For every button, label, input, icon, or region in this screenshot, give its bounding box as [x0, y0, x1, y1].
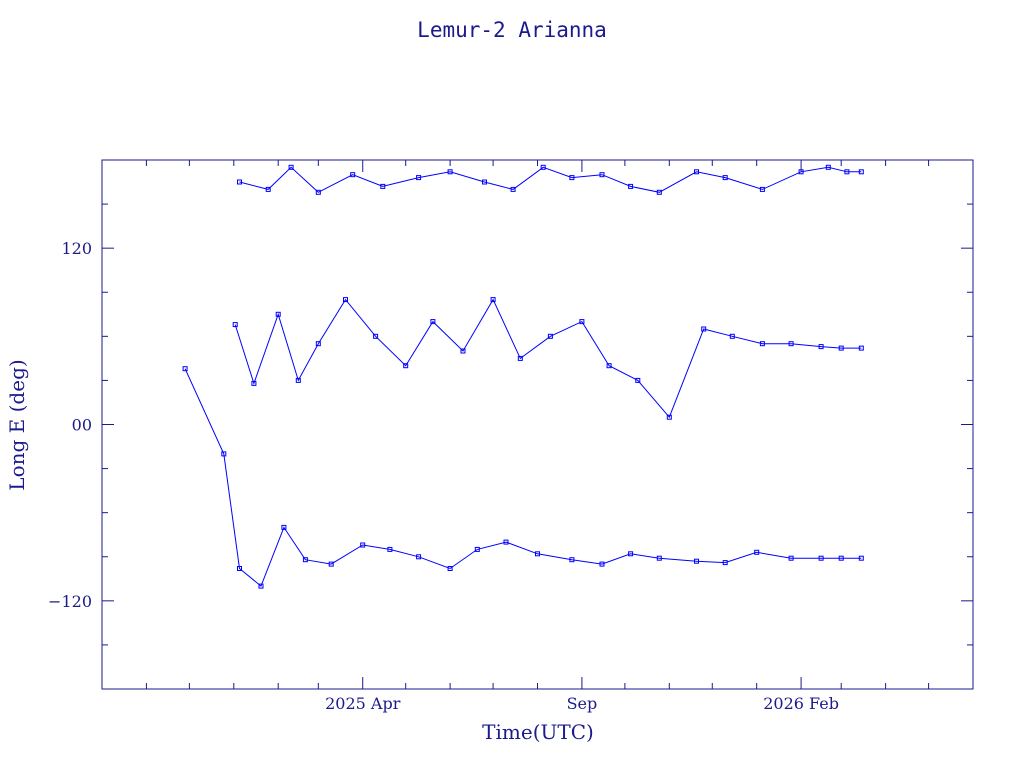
- data-point: [315, 189, 321, 195]
- data-point: [275, 311, 281, 317]
- data-point: [666, 414, 672, 420]
- data-point: [759, 341, 765, 347]
- series-line: [184, 368, 862, 587]
- data-point: [281, 524, 287, 530]
- data-point: [858, 169, 864, 175]
- series-line: [234, 298, 862, 419]
- data-point: [315, 341, 321, 347]
- y-axis-label: Long E (deg): [5, 359, 29, 490]
- data-point: [251, 380, 257, 386]
- y-tick-label: −120: [48, 592, 92, 611]
- data-point: [635, 377, 641, 383]
- data-point: [569, 175, 575, 181]
- data-point: [858, 345, 864, 351]
- data-point: [517, 355, 523, 361]
- data-point: [656, 189, 662, 195]
- data-point: [182, 366, 188, 372]
- data-point: [788, 555, 794, 561]
- plot-lines: [184, 166, 862, 587]
- data-point: [232, 322, 238, 328]
- x-tick-label: 2025 Apr: [325, 694, 401, 713]
- data-point: [265, 186, 271, 192]
- series-line: [239, 166, 862, 193]
- data-point: [430, 319, 436, 325]
- data-point: [838, 555, 844, 561]
- data-point: [447, 566, 453, 571]
- y-axis-ticks: 120 00 −120: [48, 203, 973, 646]
- data-point: [288, 164, 294, 170]
- data-point: [490, 297, 496, 303]
- data-point: [606, 363, 612, 369]
- data-point: [694, 169, 699, 175]
- data-point: [503, 539, 509, 545]
- data-point: [482, 179, 487, 185]
- data-point: [722, 560, 728, 566]
- data-point: [825, 164, 831, 170]
- data-point: [818, 555, 824, 561]
- data-point: [694, 558, 699, 564]
- data-point: [540, 164, 546, 170]
- data-point: [237, 566, 242, 571]
- data-point: [818, 344, 824, 350]
- plot-frame: [101, 159, 974, 690]
- data-point: [535, 551, 540, 557]
- data-point: [701, 326, 707, 332]
- data-point: [858, 555, 864, 561]
- data-point: [328, 561, 334, 567]
- data-point: [387, 546, 393, 552]
- data-point: [599, 172, 605, 178]
- data-point: [373, 333, 379, 339]
- data-point: [302, 557, 308, 563]
- data-point: [343, 297, 348, 303]
- plot-marks: [182, 164, 864, 589]
- data-point: [380, 183, 386, 189]
- data-point: [416, 554, 422, 560]
- data-point: [844, 169, 850, 175]
- data-point: [754, 549, 760, 555]
- data-point: [221, 451, 227, 457]
- x-tick-label: 2026 Feb: [763, 694, 839, 713]
- data-point: [579, 319, 585, 325]
- data-point: [350, 172, 356, 178]
- data-point: [722, 175, 728, 181]
- chart-title: Lemur-2 Arianna: [417, 18, 607, 42]
- data-point: [360, 542, 366, 548]
- data-point: [403, 363, 409, 369]
- data-point: [547, 333, 553, 339]
- data-point: [628, 183, 634, 189]
- data-point: [838, 345, 844, 351]
- data-point: [788, 341, 794, 347]
- data-point: [510, 186, 516, 192]
- data-point: [237, 179, 242, 185]
- data-point: [729, 333, 735, 339]
- data-point: [759, 186, 765, 192]
- data-point: [628, 551, 634, 557]
- y-tick-label: 120: [61, 239, 92, 258]
- data-point: [569, 557, 575, 563]
- y-tick-label: 00: [72, 416, 92, 435]
- data-point: [295, 377, 301, 383]
- x-axis-label: Time(UTC): [482, 720, 594, 744]
- data-point: [599, 561, 605, 567]
- data-point: [474, 546, 480, 552]
- data-point: [258, 583, 264, 589]
- data-point: [447, 169, 453, 175]
- data-point: [416, 175, 422, 181]
- data-point: [460, 348, 466, 354]
- x-axis-ticks: 2025 Apr Sep 2026 Feb: [101, 160, 974, 713]
- x-tick-label: Sep: [567, 694, 598, 713]
- data-point: [656, 555, 662, 561]
